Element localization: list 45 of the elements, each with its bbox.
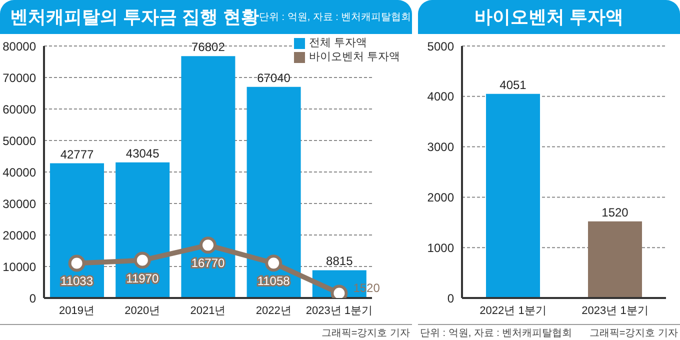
- data-label: 43045: [126, 146, 160, 160]
- data-label: 16770: [191, 256, 226, 270]
- y-tick-label: 50000: [2, 134, 36, 148]
- legend-label: 전체 투자액: [308, 37, 367, 49]
- y-tick-label: 20000: [2, 228, 36, 242]
- x-tick-label: 2023년 1분기: [582, 304, 648, 317]
- x-tick-label: 2020년: [124, 304, 160, 317]
- bar: [116, 162, 170, 298]
- chart-title: 바이오벤처 투자액: [474, 6, 624, 29]
- x-tick-label: 2022년 1분기: [480, 304, 546, 317]
- y-tick-label: 60000: [2, 102, 36, 116]
- data-label: 42777: [60, 147, 94, 162]
- y-tick-label: 40000: [2, 165, 36, 180]
- text: 그래픽=강지호 기자: [321, 327, 410, 340]
- x-tick-label: 2019년: [59, 304, 95, 317]
- y-tick-label: 2000: [427, 190, 454, 204]
- x-tick-label: 2023년 1분기: [306, 304, 373, 317]
- x-tick-label: 2022년: [256, 304, 292, 317]
- y-tick-label: 1000: [427, 240, 454, 255]
- y-tick-label: 5000: [427, 39, 454, 54]
- y-tick-label: 80000: [2, 39, 36, 54]
- y-tick-label: 30000: [2, 196, 36, 211]
- bar: [50, 163, 104, 298]
- chart-subtitle: 단위 : 억원, 자료 : 벤처캐피탈협회: [259, 11, 412, 24]
- data-label: 67040: [257, 70, 291, 85]
- y-tick-label: 4000: [427, 90, 454, 104]
- data-label: 11033: [60, 274, 94, 288]
- data-label: 1520: [602, 205, 629, 220]
- bar: [181, 56, 236, 298]
- bar: [246, 86, 301, 298]
- y-tick-label: 0: [29, 291, 36, 306]
- x-tick-label: 2021년: [190, 304, 226, 317]
- y-tick-label: 0: [447, 291, 454, 306]
- data-label: 11970: [126, 271, 159, 286]
- y-tick-label: 3000: [427, 140, 454, 154]
- data-label: 8815: [326, 254, 354, 268]
- y-tick-label: 70000: [2, 70, 36, 85]
- data-label: 11058: [257, 274, 290, 288]
- y-tick-label: 10000: [2, 260, 36, 274]
- legend-label: 바이오벤처 투자액: [308, 51, 400, 63]
- data-label: 76802: [192, 40, 226, 54]
- text: 그래픽=강지호 기자: [589, 327, 678, 340]
- chart-title: 벤처캐피탈의 투자금 집행 현황: [10, 6, 260, 29]
- text: 단위 : 억원, 자료 : 벤처캐피탈협회: [420, 327, 572, 340]
- data-label: 4051: [500, 78, 527, 92]
